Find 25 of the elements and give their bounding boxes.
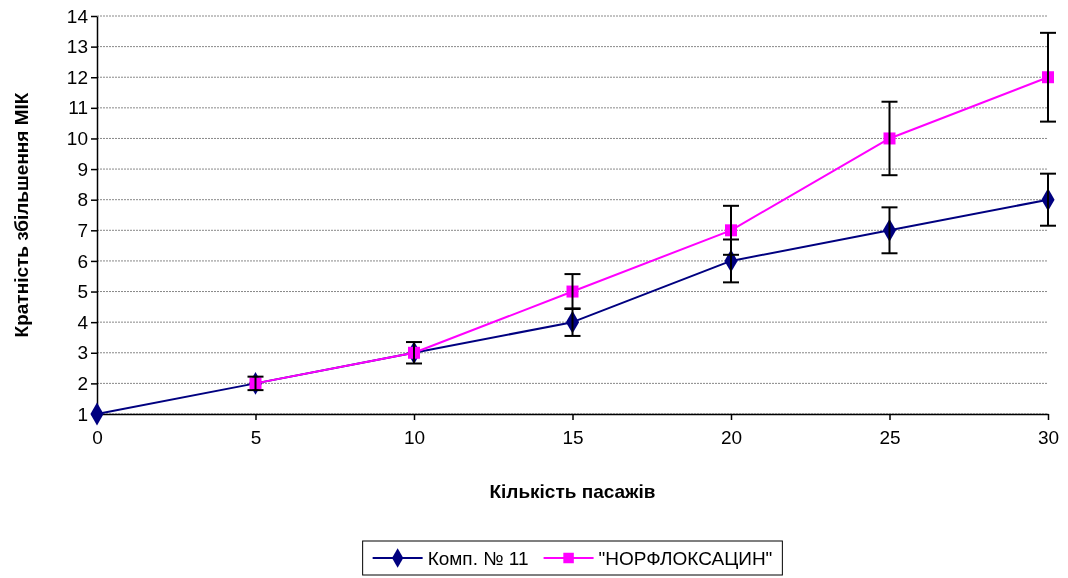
legend-label: "НОРФЛОКСАЦИН" <box>598 548 773 569</box>
x-tick-label: 5 <box>250 426 262 448</box>
y-tick-label: 11 <box>68 97 88 119</box>
y-tick-label: 14 <box>66 5 89 27</box>
y-tick-label: 13 <box>66 36 88 58</box>
y-tick-label: 5 <box>77 281 88 303</box>
y-tick-label: 3 <box>77 342 88 364</box>
y-tick-label: 2 <box>77 372 88 394</box>
x-tick-label: 10 <box>403 426 426 448</box>
x-tick-label: 30 <box>1037 426 1060 448</box>
y-tick-label: 4 <box>77 311 89 333</box>
y-tick-label: 9 <box>77 158 88 180</box>
y-tick-label: 1 <box>77 403 88 425</box>
x-tick-label: 20 <box>720 426 743 448</box>
y-axis-title: Кратність збільшення МІК <box>11 92 32 338</box>
y-tick-label: 10 <box>66 128 88 150</box>
legend-label: Комп. № 11 <box>427 548 529 569</box>
y-tick-label: 7 <box>77 219 88 241</box>
x-axis-title: Кількість пасажів <box>489 481 656 502</box>
y-tick-label: 8 <box>77 189 88 211</box>
y-tick-label: 12 <box>66 66 88 88</box>
y-tick-label: 6 <box>77 250 88 272</box>
x-tick-label: 25 <box>879 426 901 448</box>
x-tick-label: 0 <box>92 426 103 448</box>
x-tick-label: 15 <box>562 426 584 448</box>
